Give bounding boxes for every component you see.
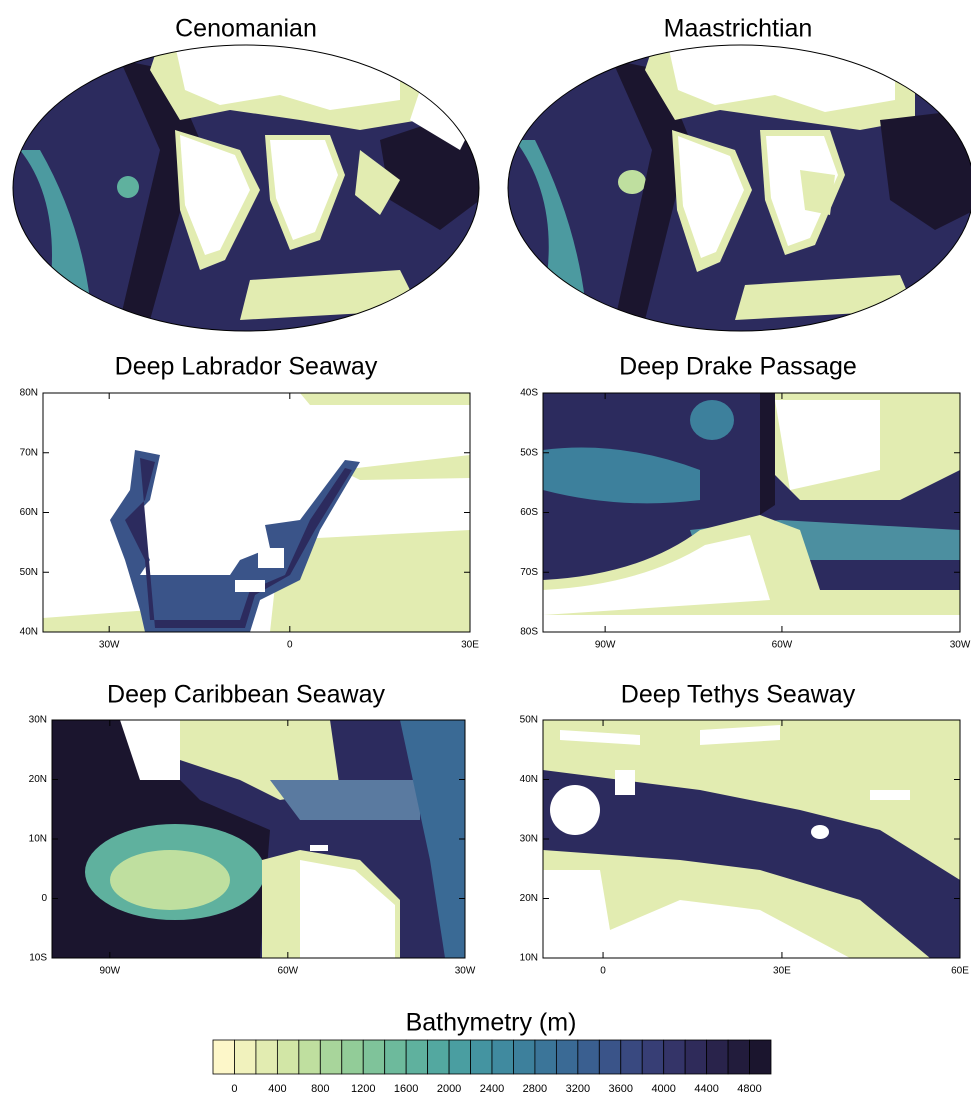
colorbar-tick-label: 4000 [651,1083,675,1095]
colorbar-tick-label: 2800 [523,1083,547,1095]
colorbar-box [664,1040,685,1074]
colorbar-title: Bathymetry (m) [406,1009,577,1037]
colorbar-box [707,1040,728,1074]
map-drake [543,393,960,632]
y-tick-label: 10S [29,953,47,964]
colorbar-box [492,1040,513,1074]
colorbar-tick-label: 0 [231,1083,237,1095]
colorbar-tick-label: 2000 [437,1083,461,1095]
x-tick-label: 60W [278,966,299,977]
y-tick-label: 40N [20,627,38,638]
colorbar-box [363,1040,384,1074]
figure: Cenomanian Maastrichtian Deep Labrador Sea… [0,0,971,1096]
colorbar-box [513,1040,534,1074]
colorbar-tick-label: 2400 [480,1083,504,1095]
x-tick-label: 0 [287,640,293,651]
colorbar-box [535,1040,556,1074]
colorbar-box [299,1040,320,1074]
colorbar-box [213,1040,234,1074]
x-tick-label: 60E [951,966,969,977]
y-tick-label: 50N [520,715,538,726]
x-tick-label: 30E [461,640,479,651]
y-tick-label: 70S [520,567,538,578]
y-tick-label: 40S [520,388,538,399]
colorbar-tick-label: 4400 [694,1083,718,1095]
panel-title: Maastrichtian [664,15,813,43]
colorbar-tick-label: 3200 [566,1083,590,1095]
x-tick-label: 30W [950,640,971,651]
y-tick-label: 40N [520,774,538,785]
colorbar-tick-label: 3600 [609,1083,633,1095]
colorbar-tick-label: 1600 [394,1083,418,1095]
colorbar-box [685,1040,706,1074]
map-caribbean [52,720,465,958]
y-tick-label: 10N [520,953,538,964]
y-tick-label: 70N [20,447,38,458]
x-tick-label: 30W [455,966,476,977]
y-tick-label: 60N [20,507,38,518]
x-tick-label: 0 [600,966,606,977]
map-cenomanian [10,40,485,340]
panel-title: Deep Drake Passage [619,353,857,381]
map-tethys [543,720,960,958]
panel-title: Deep Labrador Seaway [115,353,378,381]
colorbar-box [578,1040,599,1074]
colorbar-box [599,1040,620,1074]
x-tick-label: 90W [100,966,121,977]
panel-title: Deep Tethys Seaway [621,681,856,709]
panel-title: Cenomanian [175,15,317,43]
colorbar-box [750,1040,771,1074]
colorbar-box [728,1040,749,1074]
colorbar-box [406,1040,427,1074]
colorbar-tick-label: 1200 [351,1083,375,1095]
x-tick-label: 60W [772,640,793,651]
colorbar-box [342,1040,363,1074]
colorbar-box [449,1040,470,1074]
y-tick-label: 0 [41,893,47,904]
x-tick-label: 30E [773,966,791,977]
y-tick-label: 30N [520,834,538,845]
map-maastrichtian [505,40,971,340]
colorbar-tick-label: 800 [311,1083,329,1095]
colorbar-box [256,1040,277,1074]
y-tick-label: 50S [520,447,538,458]
map-labrador [43,393,470,632]
x-tick-label: 90W [595,640,616,651]
colorbar-box [556,1040,577,1074]
y-tick-label: 50N [20,567,38,578]
y-tick-label: 80S [520,627,538,638]
panel-title: Deep Caribbean Seaway [107,681,385,709]
y-tick-label: 60S [520,507,538,518]
colorbar-box [277,1040,298,1074]
y-tick-label: 20N [29,774,47,785]
colorbar-tick-label: 4800 [737,1083,761,1095]
colorbar-box [642,1040,663,1074]
x-tick-label: 30W [99,640,120,651]
y-tick-label: 10N [29,834,47,845]
colorbar-box [234,1040,255,1074]
colorbar-box [385,1040,406,1074]
y-tick-label: 30N [29,715,47,726]
y-tick-label: 20N [520,893,538,904]
colorbar-box [320,1040,341,1074]
colorbar-box [471,1040,492,1074]
colorbar-box [428,1040,449,1074]
colorbar-box [621,1040,642,1074]
y-tick-label: 80N [20,388,38,399]
colorbar-tick-label: 400 [268,1083,286,1095]
